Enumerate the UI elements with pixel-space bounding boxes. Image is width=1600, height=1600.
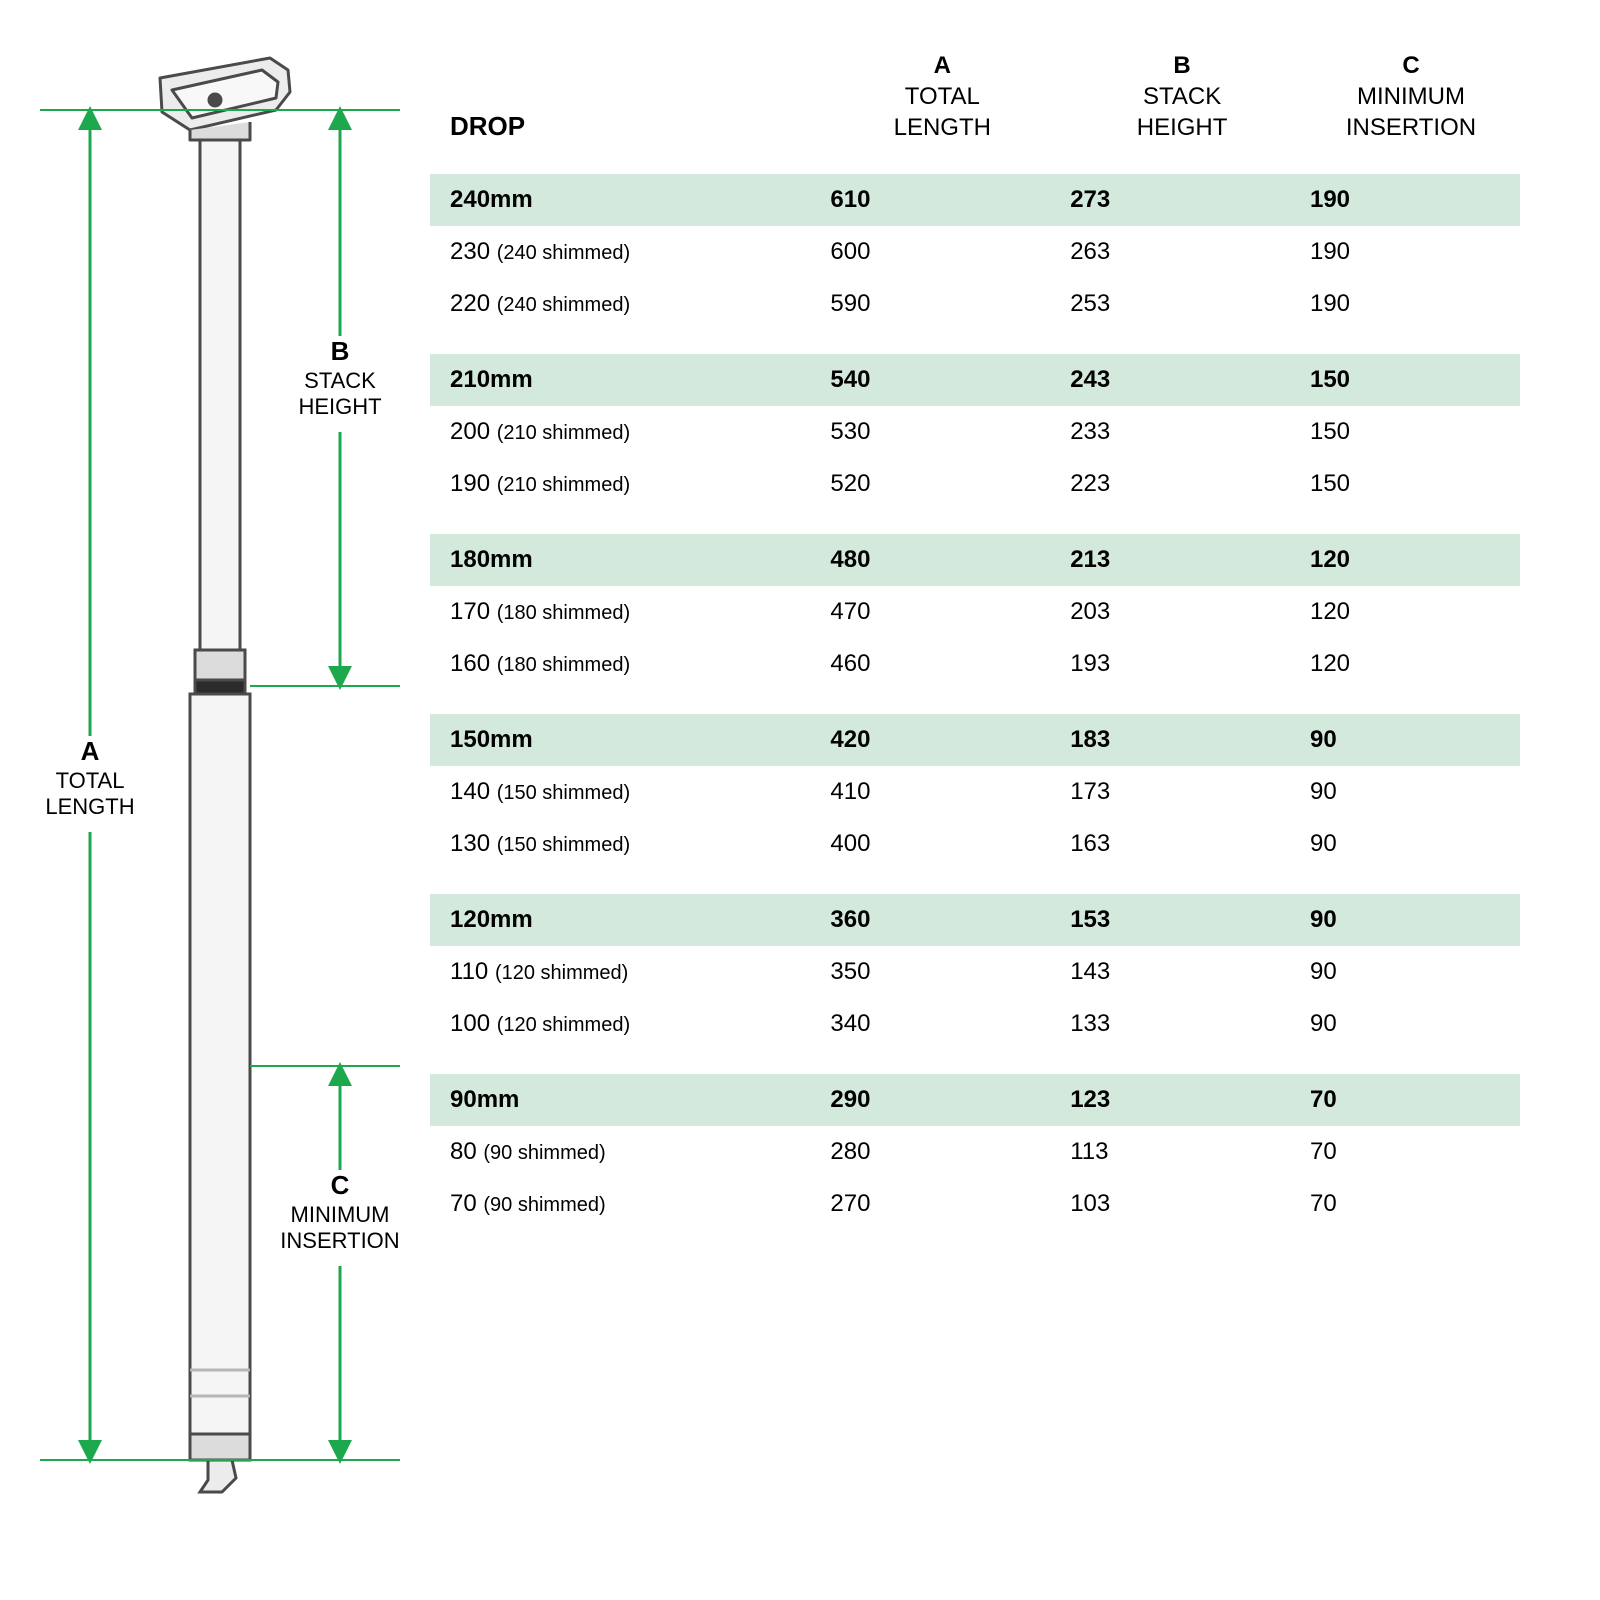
table-row: 80 (90 shimmed)28011370 (430, 1126, 1520, 1178)
seatpost-diagram: A TOTAL LENGTH B STACK HEIGHT C MINIMUM … (40, 40, 400, 1560)
label-c-1: MINIMUM (291, 1202, 390, 1227)
table-row: 120mm36015390 (430, 894, 1520, 946)
spec-table-body: 240mm610273190230 (240 shimmed)600263190… (430, 174, 1520, 1230)
header-c: C MINIMUM INSERTION (1302, 40, 1520, 174)
label-b-letter: B (331, 336, 350, 366)
spec-table-container: DROP A TOTAL LENGTH B STACK HEIGHT C MIN… (430, 40, 1560, 1560)
table-row: 150mm42018390 (430, 714, 1520, 766)
spacer-row (430, 690, 1520, 714)
table-row: 90mm29012370 (430, 1074, 1520, 1126)
spec-table: DROP A TOTAL LENGTH B STACK HEIGHT C MIN… (430, 40, 1520, 1230)
table-row: 100 (120 shimmed)34013390 (430, 998, 1520, 1050)
table-row: 180mm480213120 (430, 534, 1520, 586)
table-row: 170 (180 shimmed)470203120 (430, 586, 1520, 638)
label-c-letter: C (331, 1170, 350, 1200)
label-a-2: LENGTH (45, 794, 134, 819)
spacer-row (430, 1050, 1520, 1074)
table-row: 210mm540243150 (430, 354, 1520, 406)
header-a: A TOTAL LENGTH (822, 40, 1062, 174)
table-row: 140 (150 shimmed)41017390 (430, 766, 1520, 818)
label-a-letter: A (81, 736, 100, 766)
label-a-1: TOTAL (56, 768, 125, 793)
table-row: 130 (150 shimmed)40016390 (430, 818, 1520, 870)
spacer-row (430, 510, 1520, 534)
table-row: 240mm610273190 (430, 174, 1520, 226)
header-b: B STACK HEIGHT (1062, 40, 1302, 174)
table-row: 160 (180 shimmed)460193120 (430, 638, 1520, 690)
spacer-row (430, 330, 1520, 354)
spacer-row (430, 870, 1520, 894)
table-row: 70 (90 shimmed)27010370 (430, 1178, 1520, 1230)
table-row: 190 (210 shimmed)520223150 (430, 458, 1520, 510)
table-row: 110 (120 shimmed)35014390 (430, 946, 1520, 998)
table-row: 230 (240 shimmed)600263190 (430, 226, 1520, 278)
label-b-1: STACK (304, 368, 376, 393)
table-row: 200 (210 shimmed)530233150 (430, 406, 1520, 458)
table-row: 220 (240 shimmed)590253190 (430, 278, 1520, 330)
header-drop: DROP (430, 40, 822, 174)
label-b-2: HEIGHT (298, 394, 381, 419)
seatpost-svg: A TOTAL LENGTH B STACK HEIGHT C MINIMUM … (40, 40, 400, 1520)
label-c-2: INSERTION (280, 1228, 399, 1253)
